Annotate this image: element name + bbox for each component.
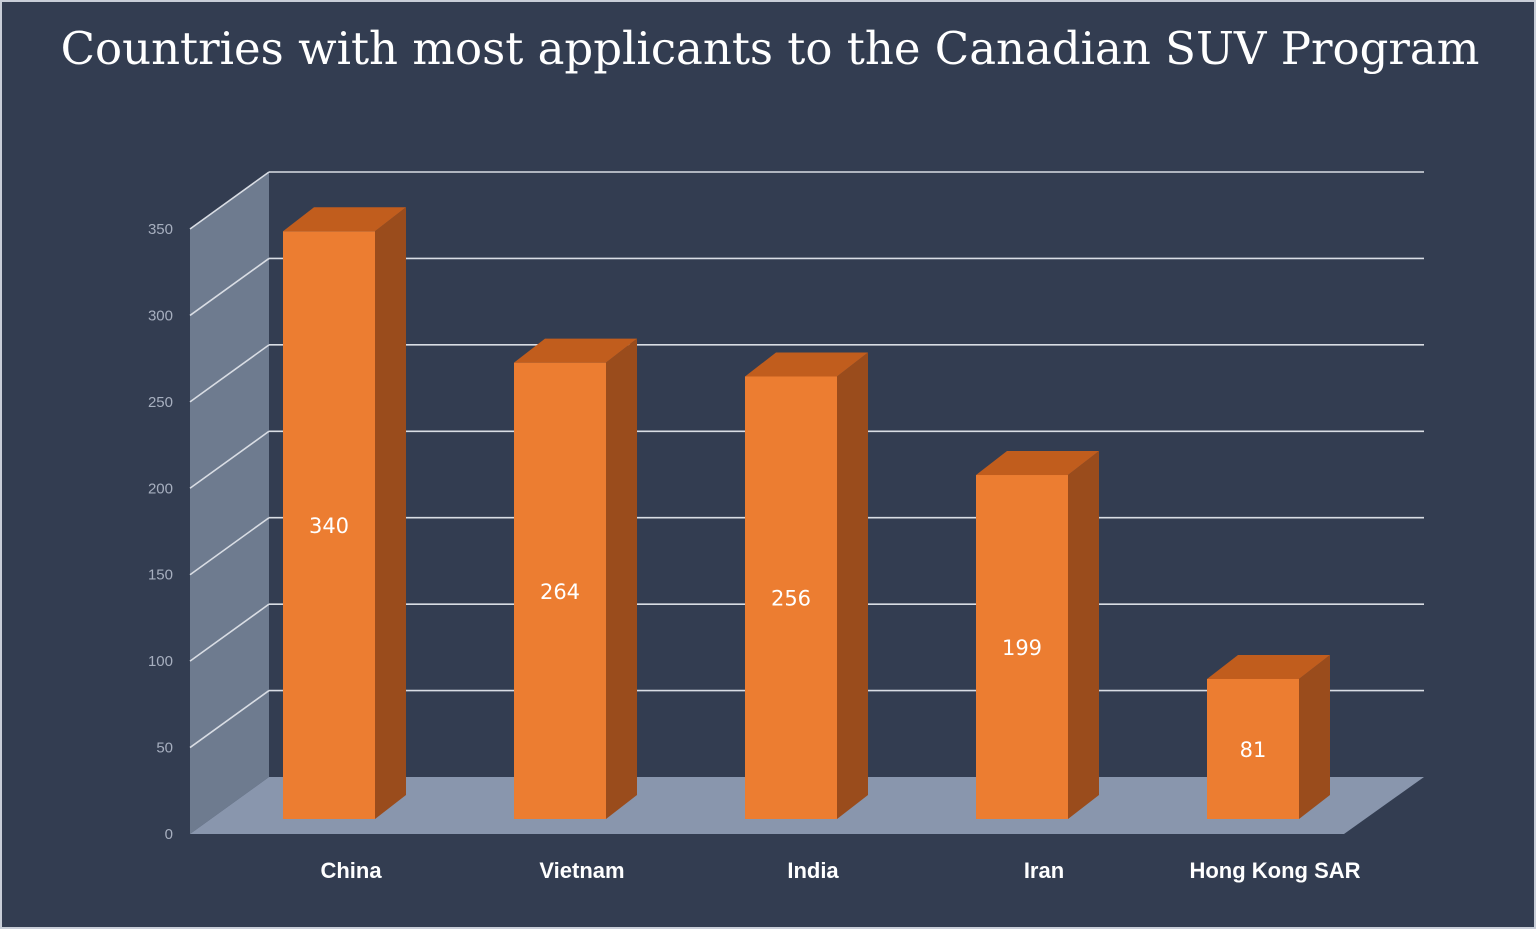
y-axis-ticks: 0 50 100 150 200 250 300 350 xyxy=(148,221,173,843)
bar-india: 256 xyxy=(745,352,868,819)
bar-top xyxy=(283,207,406,232)
gridline-side xyxy=(189,689,270,749)
chart-title: Countries with most applicants to the Ca… xyxy=(60,22,1480,75)
data-label: 264 xyxy=(540,580,580,604)
gridline-side xyxy=(189,430,270,489)
data-label: 256 xyxy=(771,587,811,611)
bar xyxy=(976,475,1068,819)
data-label: 199 xyxy=(1002,636,1042,660)
x-tick-label: Iran xyxy=(1024,858,1064,883)
y-tick-label: 350 xyxy=(148,221,173,238)
data-label: 81 xyxy=(1240,738,1267,762)
x-axis-labels: China Vietnam India Iran Hong Kong SAR xyxy=(320,858,1360,883)
y-tick-label: 300 xyxy=(148,307,173,324)
y-tick-label: 0 xyxy=(165,826,173,843)
bar xyxy=(514,362,606,819)
bar-china: 340 xyxy=(283,207,406,820)
y-tick-label: 200 xyxy=(148,480,173,497)
bar-top xyxy=(1207,654,1330,679)
x-tick-label: China xyxy=(320,858,382,883)
bars: 340 264 256 199 81 xyxy=(283,207,1330,820)
side-wall xyxy=(190,172,269,834)
bar-iran: 199 xyxy=(976,451,1099,819)
bar xyxy=(745,376,837,819)
data-label: 340 xyxy=(309,514,349,538)
gridline-side xyxy=(189,603,270,662)
bar xyxy=(1207,678,1299,819)
x-tick-label: Vietnam xyxy=(539,858,624,883)
bar-top xyxy=(976,451,1099,476)
gridline-side xyxy=(189,517,270,576)
bar-side xyxy=(1068,451,1099,819)
bar-hong-kong-sar: 81 xyxy=(1207,654,1330,819)
bar-vietnam: 264 xyxy=(514,338,637,819)
bar-side xyxy=(837,352,868,819)
y-tick-label: 250 xyxy=(148,394,173,411)
bar-side xyxy=(375,207,406,820)
y-tick-label: 100 xyxy=(148,653,173,670)
bar-top xyxy=(745,352,868,377)
bar-side xyxy=(1299,654,1330,819)
y-tick-label: 50 xyxy=(156,740,173,757)
bar-top xyxy=(514,338,637,363)
gridline-side xyxy=(189,257,270,317)
bar xyxy=(283,231,375,820)
gridline-side xyxy=(189,171,270,230)
x-tick-label: India xyxy=(787,858,839,883)
x-tick-label: Hong Kong SAR xyxy=(1189,858,1360,883)
gridline-side xyxy=(189,344,270,403)
y-tick-label: 150 xyxy=(148,567,173,584)
bar-side xyxy=(606,338,637,819)
